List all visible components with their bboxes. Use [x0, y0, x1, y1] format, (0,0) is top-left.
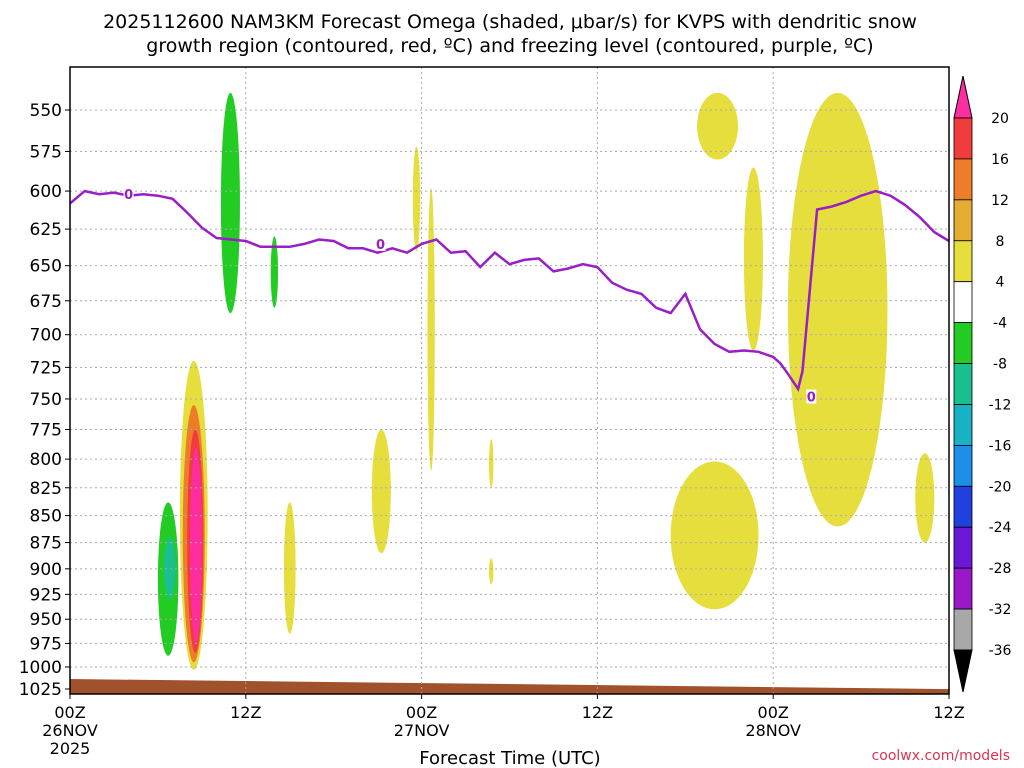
colorbar-swatch-10	[953, 485, 973, 528]
colorbar-swatch-5	[953, 281, 973, 324]
colorbar-label-0: 20	[991, 111, 1009, 127]
x-tick-label-4: 00Z	[758, 703, 789, 722]
x-tick-label-2: 00Z	[406, 703, 437, 722]
colorbar-swatch-3	[953, 199, 973, 242]
freezing-level-label-0: 0	[124, 188, 133, 203]
y-tick-label-625: 625	[30, 220, 62, 240]
colorbar-arrow-bottom	[953, 649, 973, 693]
y-tick-label-600: 600	[30, 182, 62, 202]
colorbar-label-11: -28	[989, 561, 1012, 577]
colorbar-swatch-6	[953, 322, 973, 364]
credit-text: coolwx.com/models	[872, 748, 1010, 764]
x-tick-date-0: 26NOV	[42, 721, 98, 740]
x-tick-year-0: 2025	[50, 739, 91, 758]
y-tick-label-825: 825	[30, 479, 62, 499]
x-tick-date-2: 27NOV	[394, 721, 450, 740]
freezing-label-bg-2	[806, 389, 817, 404]
colorbar-label-7: -12	[989, 397, 1012, 413]
y-axis: 550 575 600 625 650 675 700 725 750 775 800 825 850 8…	[19, 101, 70, 700]
colorbar-swatch-11	[953, 526, 973, 569]
y-tick-label-775: 775	[30, 421, 62, 441]
plot-frame	[69, 66, 950, 695]
omega-region-green-small	[270, 236, 279, 308]
omega-region-yellow-c	[371, 429, 391, 554]
colorbar-swatch-9	[953, 444, 973, 487]
x-axis-label: Forecast Time (UTC)	[419, 748, 600, 768]
chart-title-line2: growth region (contoured, red, ºC) and f…	[146, 35, 873, 57]
colorbar-swatch-2	[953, 158, 973, 201]
omega-region-yellow-e	[427, 187, 435, 471]
colorbar-label-10: -24	[989, 520, 1012, 536]
omega-region-yellow-f	[488, 439, 494, 488]
omega-region-yellow-b	[283, 502, 296, 634]
freezing-level-label-1: 0	[376, 238, 385, 253]
y-tick-label-725: 725	[30, 358, 62, 378]
colorbar-label-9: -20	[989, 479, 1012, 495]
colorbar-swatch-13	[953, 608, 973, 651]
omega-region-green-updraft-tall	[220, 92, 240, 314]
colorbar-label-1: 16	[991, 152, 1009, 168]
colorbar-label-2: 12	[991, 193, 1009, 209]
freezing-label-bg-0	[123, 187, 134, 202]
x-tick-label-5: 12Z	[933, 703, 964, 722]
chart-title-line1: 2025112600 NAM3KM Forecast Omega (shaded…	[103, 11, 917, 33]
y-tick-label-750: 750	[30, 390, 62, 410]
omega-region-yellow-l	[915, 453, 935, 543]
freezing-level-line	[70, 189, 949, 393]
omega-region-yellow-h	[670, 461, 759, 610]
colorbar-label-4: 4	[996, 275, 1005, 291]
colorbar-label-12: -32	[989, 602, 1012, 618]
omega-region-pink-core-a	[190, 447, 202, 644]
colorbar-label-13: -36	[989, 643, 1012, 659]
colorbar: 20 16 12 8 4 -4 -8 -12 -16 -20 -24 -28 -32 -36	[953, 75, 1012, 693]
omega-shading	[157, 92, 935, 670]
freezing-level-label-2: 0	[807, 390, 816, 405]
x-tick-label-3: 12Z	[582, 703, 613, 722]
y-tick-label-925: 925	[30, 585, 62, 605]
y-tick-label-800: 800	[30, 450, 62, 470]
omega-region-yellow-k	[787, 92, 888, 527]
y-tick-label-975: 975	[30, 634, 62, 654]
colorbar-label-6: -8	[993, 357, 1007, 373]
y-tick-label-850: 850	[30, 507, 62, 527]
freezing-label-bg-1	[375, 236, 386, 251]
colorbar-label-3: 8	[996, 234, 1005, 250]
terrain	[70, 679, 949, 694]
y-tick-label-1000: 1000	[19, 658, 62, 678]
colorbar-label-5: -4	[993, 316, 1007, 332]
colorbar-swatch-12	[953, 567, 973, 610]
colorbar-label-8: -16	[989, 438, 1012, 454]
y-tick-label-950: 950	[30, 610, 62, 630]
colorbar-swatch-8	[953, 404, 973, 446]
y-tick-label-900: 900	[30, 560, 62, 580]
y-tick-label-575: 575	[30, 142, 62, 162]
y-tick-label-700: 700	[30, 326, 62, 346]
y-tick-label-875: 875	[30, 534, 62, 554]
x-tick-date-4: 28NOV	[745, 721, 801, 740]
omega-region-cyan-core-left	[163, 537, 176, 600]
omega-region-yellow-i	[697, 92, 739, 160]
x-tick-label-1: 12Z	[230, 703, 261, 722]
omega-region-yellow-d	[412, 146, 421, 252]
omega-region-yellow-g	[488, 558, 494, 585]
omega-region-yellow-j	[743, 167, 763, 351]
colorbar-swatch-4	[953, 240, 973, 283]
y-tick-label-675: 675	[30, 292, 62, 312]
x-tick-label-0: 00Z	[54, 703, 85, 722]
freezing-level-contour: 0 0 0	[70, 187, 949, 405]
colorbar-swatch-7	[953, 363, 973, 405]
gridlines	[70, 67, 949, 694]
y-tick-label-650: 650	[30, 257, 62, 277]
colorbar-swatch-1	[953, 117, 973, 160]
terrain-fill	[70, 679, 949, 694]
y-tick-label-1025: 1025	[19, 680, 62, 700]
colorbar-arrow-top	[953, 75, 973, 119]
y-tick-label-550: 550	[30, 101, 62, 121]
